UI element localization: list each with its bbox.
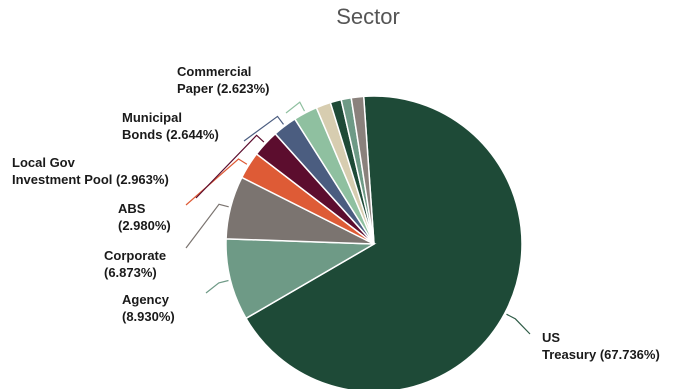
leader-line-commercial-paper	[285, 101, 306, 114]
slice-label-agency-line-2: (8.930%)	[122, 309, 175, 324]
slice-label-us-treasury-line-2: Treasury (67.736%)	[542, 347, 660, 362]
slice-label-corporate-line-2: (6.873%)	[104, 265, 157, 280]
leader-lines	[185, 101, 531, 335]
slice-label-local-gov-investment-pool-line-1: Local Gov	[12, 155, 76, 170]
pie-slices	[225, 95, 523, 389]
slice-labels: US Treasury (67.736%) Agency (8.930%) Corpor…	[12, 64, 660, 362]
pie-slice-unlabeled-10	[350, 95, 375, 245]
slice-label-municipal-bonds-line-1: Municipal	[122, 110, 182, 125]
slice-label-municipal-bonds-line-2: Bonds (2.644%)	[122, 127, 219, 142]
slice-label-corporate-line-1: Corporate	[104, 248, 166, 263]
leader-line-agency	[205, 279, 229, 294]
pie-slice-us-treasury	[244, 95, 523, 389]
slice-label-commercial-paper-line-2: Paper (2.623%)	[177, 81, 270, 96]
slice-label-us-treasury-line-1: US	[542, 330, 560, 345]
pie-slice-agency	[225, 238, 377, 320]
slice-label-commercial-paper-line-1: Commercial	[177, 64, 251, 79]
chart-title: Sector	[336, 4, 400, 29]
leader-line-local-gov-investment-pool	[195, 134, 265, 199]
leader-line-corporate	[185, 203, 229, 249]
leader-line-us-treasury	[506, 313, 531, 335]
slice-label-abs-line-1: ABS	[118, 201, 146, 216]
leader-line-municipal-bonds	[243, 115, 284, 142]
slice-label-abs-line-2: (2.980%)	[118, 218, 171, 233]
slice-label-agency-line-1: Agency	[122, 292, 170, 307]
slice-label-local-gov-investment-pool-line-2: Investment Pool (2.963%)	[12, 172, 169, 187]
